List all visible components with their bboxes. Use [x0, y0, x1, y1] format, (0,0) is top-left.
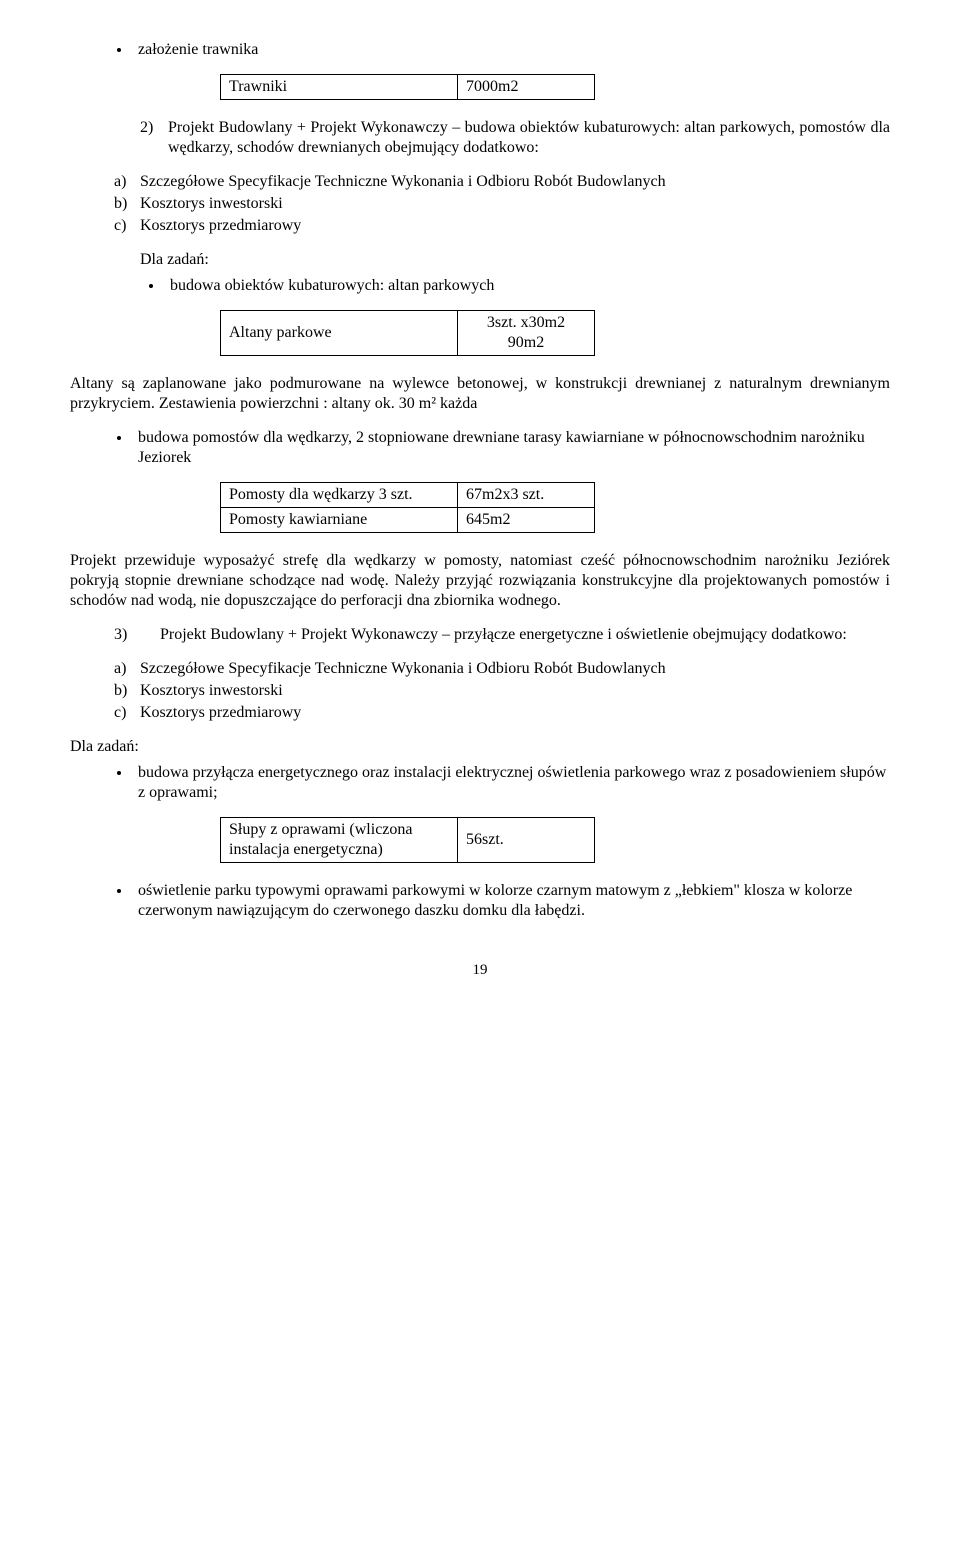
table-cell: Trawniki — [221, 75, 458, 100]
list-item: a)Szczegółowe Specyfikacje Techniczne Wy… — [114, 172, 890, 192]
table-cell: 3szt. x30m290m2 — [458, 311, 595, 356]
list-item: b)Kosztorys inwestorski — [114, 194, 890, 214]
dla-zadan-label: Dla zadań: — [70, 737, 890, 757]
alpha-list-2: a)Szczegółowe Specyfikacje Techniczne Wy… — [114, 659, 890, 723]
bullet-list-2: budowa obiektów kubaturowych: altan park… — [70, 276, 890, 296]
bullet-list-5: oświetlenie parku typowymi oprawami park… — [70, 881, 890, 921]
list-item: c)Kosztorys przedmiarowy — [114, 703, 890, 723]
item-number: 2) — [140, 118, 168, 158]
table-cell: 56szt. — [458, 818, 595, 863]
list-item: a)Szczegółowe Specyfikacje Techniczne Wy… — [114, 659, 890, 679]
table-cell: Altany parkowe — [221, 311, 458, 356]
page-number: 19 — [70, 961, 890, 980]
alpha-list-1: a)Szczegółowe Specyfikacje Techniczne Wy… — [114, 172, 890, 236]
list-item: budowa przyłącza energetycznego oraz ins… — [132, 763, 890, 803]
paragraph: Projekt przewiduje wyposażyć strefę dla … — [70, 551, 890, 611]
list-item: budowa pomostów dla wędkarzy, 2 stopniow… — [132, 428, 890, 468]
paragraph: Altany są zaplanowane jako podmurowane n… — [70, 374, 890, 414]
numbered-item-3: 3) Projekt Budowlany + Projekt Wykonawcz… — [114, 625, 890, 645]
item-number: 3) — [114, 625, 160, 645]
table-cell: Słupy z oprawami (wliczona instalacja en… — [221, 818, 458, 863]
list-item: oświetlenie parku typowymi oprawami park… — [132, 881, 890, 921]
table-cell: 645m2 — [458, 508, 595, 533]
list-item: c)Kosztorys przedmiarowy — [114, 216, 890, 236]
bullet-list-3: budowa pomostów dla wędkarzy, 2 stopniow… — [70, 428, 890, 468]
list-item: założenie trawnika — [132, 40, 890, 60]
table-pomosty: Pomosty dla wędkarzy 3 szt. 67m2x3 szt. … — [220, 482, 595, 533]
table-cell: 7000m2 — [458, 75, 595, 100]
table-altany: Altany parkowe 3szt. x30m290m2 — [220, 310, 595, 356]
numbered-item-2: 2) Projekt Budowlany + Projekt Wykonawcz… — [140, 118, 890, 158]
table-cell: Pomosty kawiarniane — [221, 508, 458, 533]
item-text: Projekt Budowlany + Projekt Wykonawczy –… — [168, 118, 890, 158]
table-cell: Pomosty dla wędkarzy 3 szt. — [221, 483, 458, 508]
table-cell: 67m2x3 szt. — [458, 483, 595, 508]
bullet-list-4: budowa przyłącza energetycznego oraz ins… — [70, 763, 890, 803]
bullet-list-1: założenie trawnika — [70, 40, 890, 60]
item-text: Projekt Budowlany + Projekt Wykonawczy –… — [160, 625, 847, 645]
table-trawniki: Trawniki 7000m2 — [220, 74, 595, 100]
dla-zadan-label: Dla zadań: — [140, 250, 890, 270]
list-item: budowa obiektów kubaturowych: altan park… — [164, 276, 890, 296]
list-item: b)Kosztorys inwestorski — [114, 681, 890, 701]
table-slupy: Słupy z oprawami (wliczona instalacja en… — [220, 817, 595, 863]
